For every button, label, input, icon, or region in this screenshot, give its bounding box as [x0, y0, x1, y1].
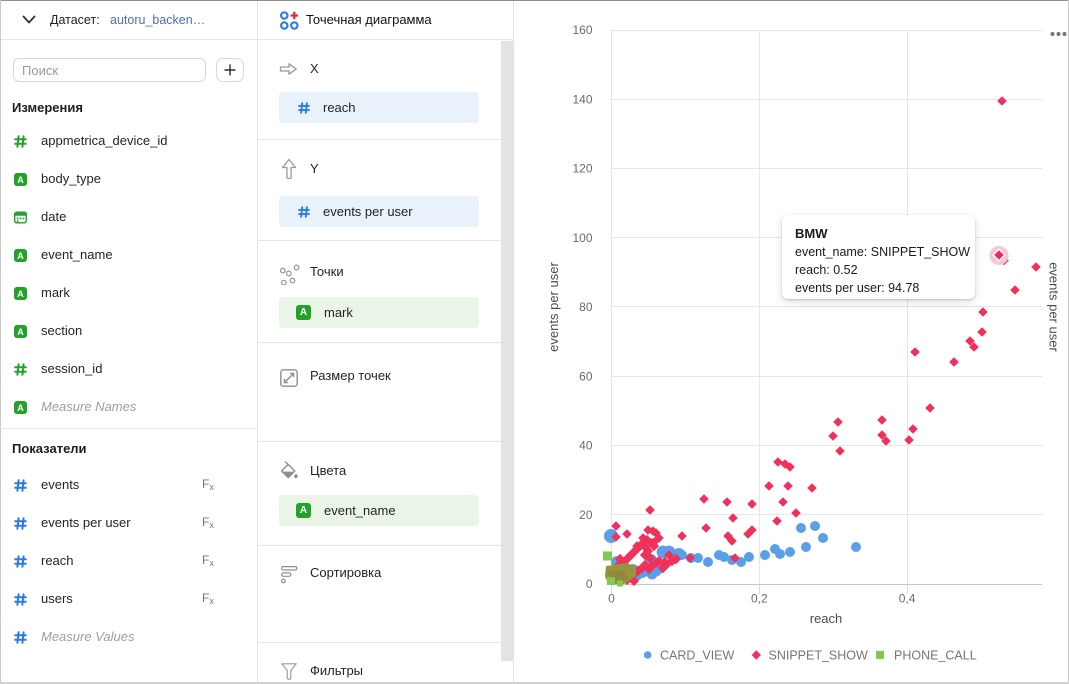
svg-text:0: 0: [586, 577, 593, 591]
svg-text:0,2: 0,2: [751, 592, 768, 606]
svg-text:80: 80: [579, 300, 593, 314]
svg-text:120: 120: [572, 162, 592, 176]
svg-text:SNIPPET_SHOW: SNIPPET_SHOW: [769, 649, 869, 663]
svg-text:0,4: 0,4: [899, 592, 916, 606]
svg-text:60: 60: [579, 369, 593, 383]
svg-text:PHONE_CALL: PHONE_CALL: [894, 649, 977, 663]
svg-text:140: 140: [572, 93, 592, 107]
svg-text:100: 100: [572, 231, 592, 245]
svg-text:reach: reach: [810, 611, 843, 626]
svg-text:40: 40: [579, 439, 593, 453]
svg-text:CARD_VIEW: CARD_VIEW: [660, 649, 735, 663]
svg-text:events per user: events per user: [546, 262, 561, 352]
svg-text:0: 0: [608, 592, 615, 606]
svg-text:160: 160: [572, 23, 592, 37]
svg-text:events per user: events per user: [1047, 262, 1062, 352]
svg-text:20: 20: [579, 508, 593, 522]
